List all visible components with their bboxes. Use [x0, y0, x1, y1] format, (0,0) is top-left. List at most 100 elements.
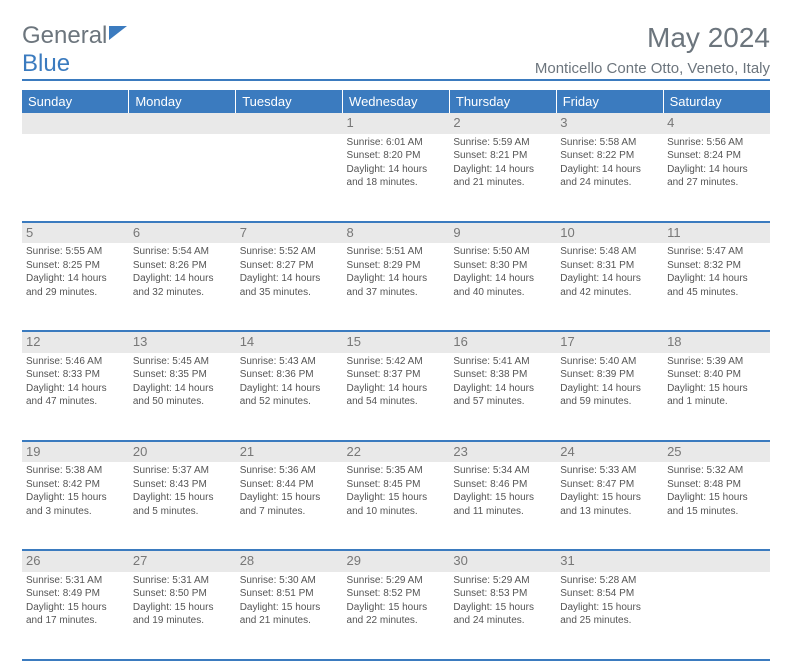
calendar-daynum-cell: 12	[22, 331, 129, 353]
day-number: 22	[347, 443, 446, 461]
page-title: May 2024	[647, 22, 770, 54]
calendar-daynum-cell: 26	[22, 550, 129, 572]
calendar-week-row: Sunrise: 6:01 AMSunset: 8:20 PMDaylight:…	[22, 134, 770, 222]
calendar-daynum-cell	[663, 550, 770, 572]
cell-line: Daylight: 15 hours	[453, 491, 552, 505]
cell-line: and 57 minutes.	[453, 395, 552, 409]
calendar-cell	[663, 572, 770, 660]
calendar-cell: Sunrise: 5:39 AMSunset: 8:40 PMDaylight:…	[663, 353, 770, 441]
cell-line: Sunset: 8:54 PM	[560, 587, 659, 601]
calendar-cell: Sunrise: 5:28 AMSunset: 8:54 PMDaylight:…	[556, 572, 663, 660]
day-number: 1	[347, 114, 446, 132]
cell-line: Sunset: 8:24 PM	[667, 149, 766, 163]
cell-line: and 24 minutes.	[453, 614, 552, 628]
cell-line: Daylight: 15 hours	[453, 601, 552, 615]
cell-line: and 3 minutes.	[26, 505, 125, 519]
cell-line: Sunrise: 5:41 AM	[453, 355, 552, 369]
cell-line: Sunrise: 5:46 AM	[26, 355, 125, 369]
cell-line: Sunset: 8:36 PM	[240, 368, 339, 382]
calendar-daynum-cell: 2	[449, 113, 556, 134]
cell-line: Sunset: 8:50 PM	[133, 587, 232, 601]
cell-line: Sunrise: 5:48 AM	[560, 245, 659, 259]
cell-line: Sunrise: 5:32 AM	[667, 464, 766, 478]
day-number: 19	[26, 443, 125, 461]
day-number: 24	[560, 443, 659, 461]
cell-line: Daylight: 15 hours	[560, 601, 659, 615]
calendar-daynum-cell: 14	[236, 331, 343, 353]
calendar-daynum-cell: 7	[236, 222, 343, 244]
day-number: 9	[453, 224, 552, 242]
cell-line: and 27 minutes.	[667, 176, 766, 190]
cell-line: Sunrise: 5:51 AM	[347, 245, 446, 259]
calendar-daynum-cell: 19	[22, 441, 129, 463]
calendar-cell: Sunrise: 5:37 AMSunset: 8:43 PMDaylight:…	[129, 462, 236, 550]
day-number: 20	[133, 443, 232, 461]
cell-line: Daylight: 14 hours	[560, 272, 659, 286]
cell-line: Daylight: 14 hours	[667, 272, 766, 286]
calendar-cell: Sunrise: 5:35 AMSunset: 8:45 PMDaylight:…	[343, 462, 450, 550]
calendar-daynum-cell: 4	[663, 113, 770, 134]
cell-line: and 40 minutes.	[453, 286, 552, 300]
calendar-cell	[22, 134, 129, 222]
calendar-daynum-cell: 21	[236, 441, 343, 463]
cell-line: Daylight: 15 hours	[240, 491, 339, 505]
calendar-daynum-cell: 6	[129, 222, 236, 244]
calendar-daynum-cell: 27	[129, 550, 236, 572]
day-number: 3	[560, 114, 659, 132]
cell-line: Sunrise: 5:47 AM	[667, 245, 766, 259]
calendar-daynum-cell: 28	[236, 550, 343, 572]
cell-line: Sunset: 8:53 PM	[453, 587, 552, 601]
calendar-cell	[236, 134, 343, 222]
cell-line: Sunset: 8:40 PM	[667, 368, 766, 382]
day-number: 11	[667, 224, 766, 242]
cell-line: Sunset: 8:35 PM	[133, 368, 232, 382]
day-number: 21	[240, 443, 339, 461]
cell-line: and 32 minutes.	[133, 286, 232, 300]
cell-line: and 19 minutes.	[133, 614, 232, 628]
cell-line: Sunrise: 5:31 AM	[26, 574, 125, 588]
cell-line: Sunrise: 5:50 AM	[453, 245, 552, 259]
cell-line: Daylight: 14 hours	[347, 382, 446, 396]
calendar-cell: Sunrise: 5:43 AMSunset: 8:36 PMDaylight:…	[236, 353, 343, 441]
calendar-daynum-cell: 11	[663, 222, 770, 244]
cell-line: and 21 minutes.	[453, 176, 552, 190]
weekday-header: Sunday	[22, 90, 129, 113]
calendar-cell: Sunrise: 5:36 AMSunset: 8:44 PMDaylight:…	[236, 462, 343, 550]
weekday-header-row: Sunday Monday Tuesday Wednesday Thursday…	[22, 90, 770, 113]
cell-line: and 17 minutes.	[26, 614, 125, 628]
cell-line: and 1 minute.	[667, 395, 766, 409]
cell-line: Sunrise: 5:38 AM	[26, 464, 125, 478]
cell-line: Sunrise: 5:40 AM	[560, 355, 659, 369]
cell-line: and 5 minutes.	[133, 505, 232, 519]
calendar-daynum-cell: 31	[556, 550, 663, 572]
calendar-daynum-cell: 16	[449, 331, 556, 353]
cell-line: Sunrise: 5:59 AM	[453, 136, 552, 150]
calendar-cell: Sunrise: 5:29 AMSunset: 8:52 PMDaylight:…	[343, 572, 450, 660]
cell-line: Daylight: 14 hours	[26, 382, 125, 396]
cell-line: Sunrise: 5:45 AM	[133, 355, 232, 369]
cell-line: Sunset: 8:51 PM	[240, 587, 339, 601]
cell-line: Sunrise: 5:39 AM	[667, 355, 766, 369]
calendar-daynum-cell: 10	[556, 222, 663, 244]
cell-line: Sunrise: 5:29 AM	[347, 574, 446, 588]
calendar-daynum-cell: 24	[556, 441, 663, 463]
calendar-cell: Sunrise: 5:45 AMSunset: 8:35 PMDaylight:…	[129, 353, 236, 441]
brand-part1: General	[22, 22, 107, 49]
calendar-cell: Sunrise: 5:54 AMSunset: 8:26 PMDaylight:…	[129, 243, 236, 331]
cell-line: Sunrise: 5:33 AM	[560, 464, 659, 478]
cell-line: and 42 minutes.	[560, 286, 659, 300]
day-number: 4	[667, 114, 766, 132]
calendar-daynum-row: 567891011	[22, 222, 770, 244]
cell-line: Daylight: 14 hours	[347, 272, 446, 286]
cell-line: Sunrise: 5:54 AM	[133, 245, 232, 259]
cell-line: Sunrise: 5:42 AM	[347, 355, 446, 369]
calendar-cell: Sunrise: 5:56 AMSunset: 8:24 PMDaylight:…	[663, 134, 770, 222]
calendar-daynum-cell: 17	[556, 331, 663, 353]
cell-line: and 37 minutes.	[347, 286, 446, 300]
cell-line: Sunset: 8:29 PM	[347, 259, 446, 273]
day-number: 27	[133, 552, 232, 570]
calendar-cell: Sunrise: 5:58 AMSunset: 8:22 PMDaylight:…	[556, 134, 663, 222]
day-number: 13	[133, 333, 232, 351]
calendar-cell: Sunrise: 5:31 AMSunset: 8:50 PMDaylight:…	[129, 572, 236, 660]
cell-line: Daylight: 14 hours	[453, 163, 552, 177]
